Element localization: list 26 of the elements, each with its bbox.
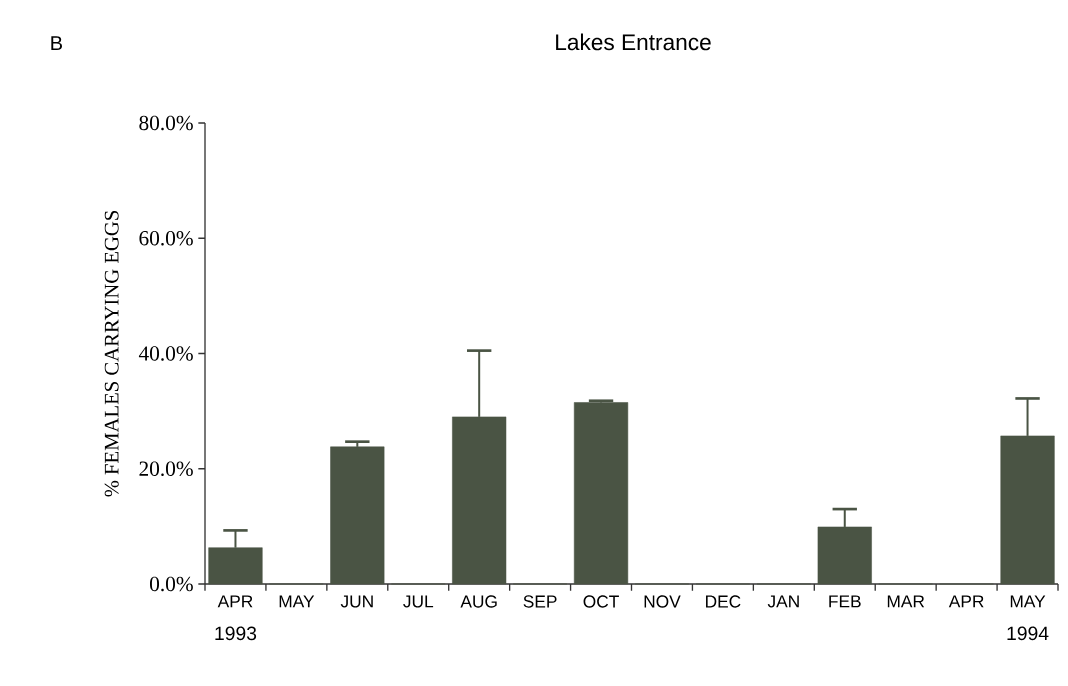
x-tick-label: JUN (340, 595, 373, 608)
bar (330, 446, 385, 585)
text: B (51, 36, 62, 50)
y-axis-title: % FEMALES CARRYING EGGS (104, 211, 119, 497)
text: 1994 (1007, 626, 1049, 641)
chart-title: Lakes Entrance (556, 33, 711, 51)
x-tick-label: MAR (887, 595, 925, 608)
x-tick-label: JUL (403, 595, 434, 608)
x-tick-label: MAY (1010, 595, 1046, 608)
x-tick-label: AUG (460, 595, 497, 608)
y-tick-label: 80.0% (139, 115, 193, 131)
x-tick-label: NOV (644, 595, 681, 608)
y-tick-label: 40.0% (138, 346, 193, 361)
y-tick-label: 0.0% (150, 576, 193, 592)
x-tick-label: APR (217, 595, 253, 608)
y-tick-label: 20.0% (139, 461, 193, 476)
x-tick-label: FEB (829, 595, 861, 608)
x-tick-label: DEC (706, 595, 741, 608)
text: 1993 (215, 626, 257, 641)
x-tick-label: MAY (279, 595, 315, 608)
x-tick-label: SEP (523, 595, 557, 608)
x-tick-label: JAN (767, 595, 799, 608)
y-tick-label: 60.0% (139, 231, 193, 246)
bar (573, 402, 629, 585)
x-tick-label: APR (948, 595, 984, 608)
x-tick-label: OCT (583, 595, 619, 608)
